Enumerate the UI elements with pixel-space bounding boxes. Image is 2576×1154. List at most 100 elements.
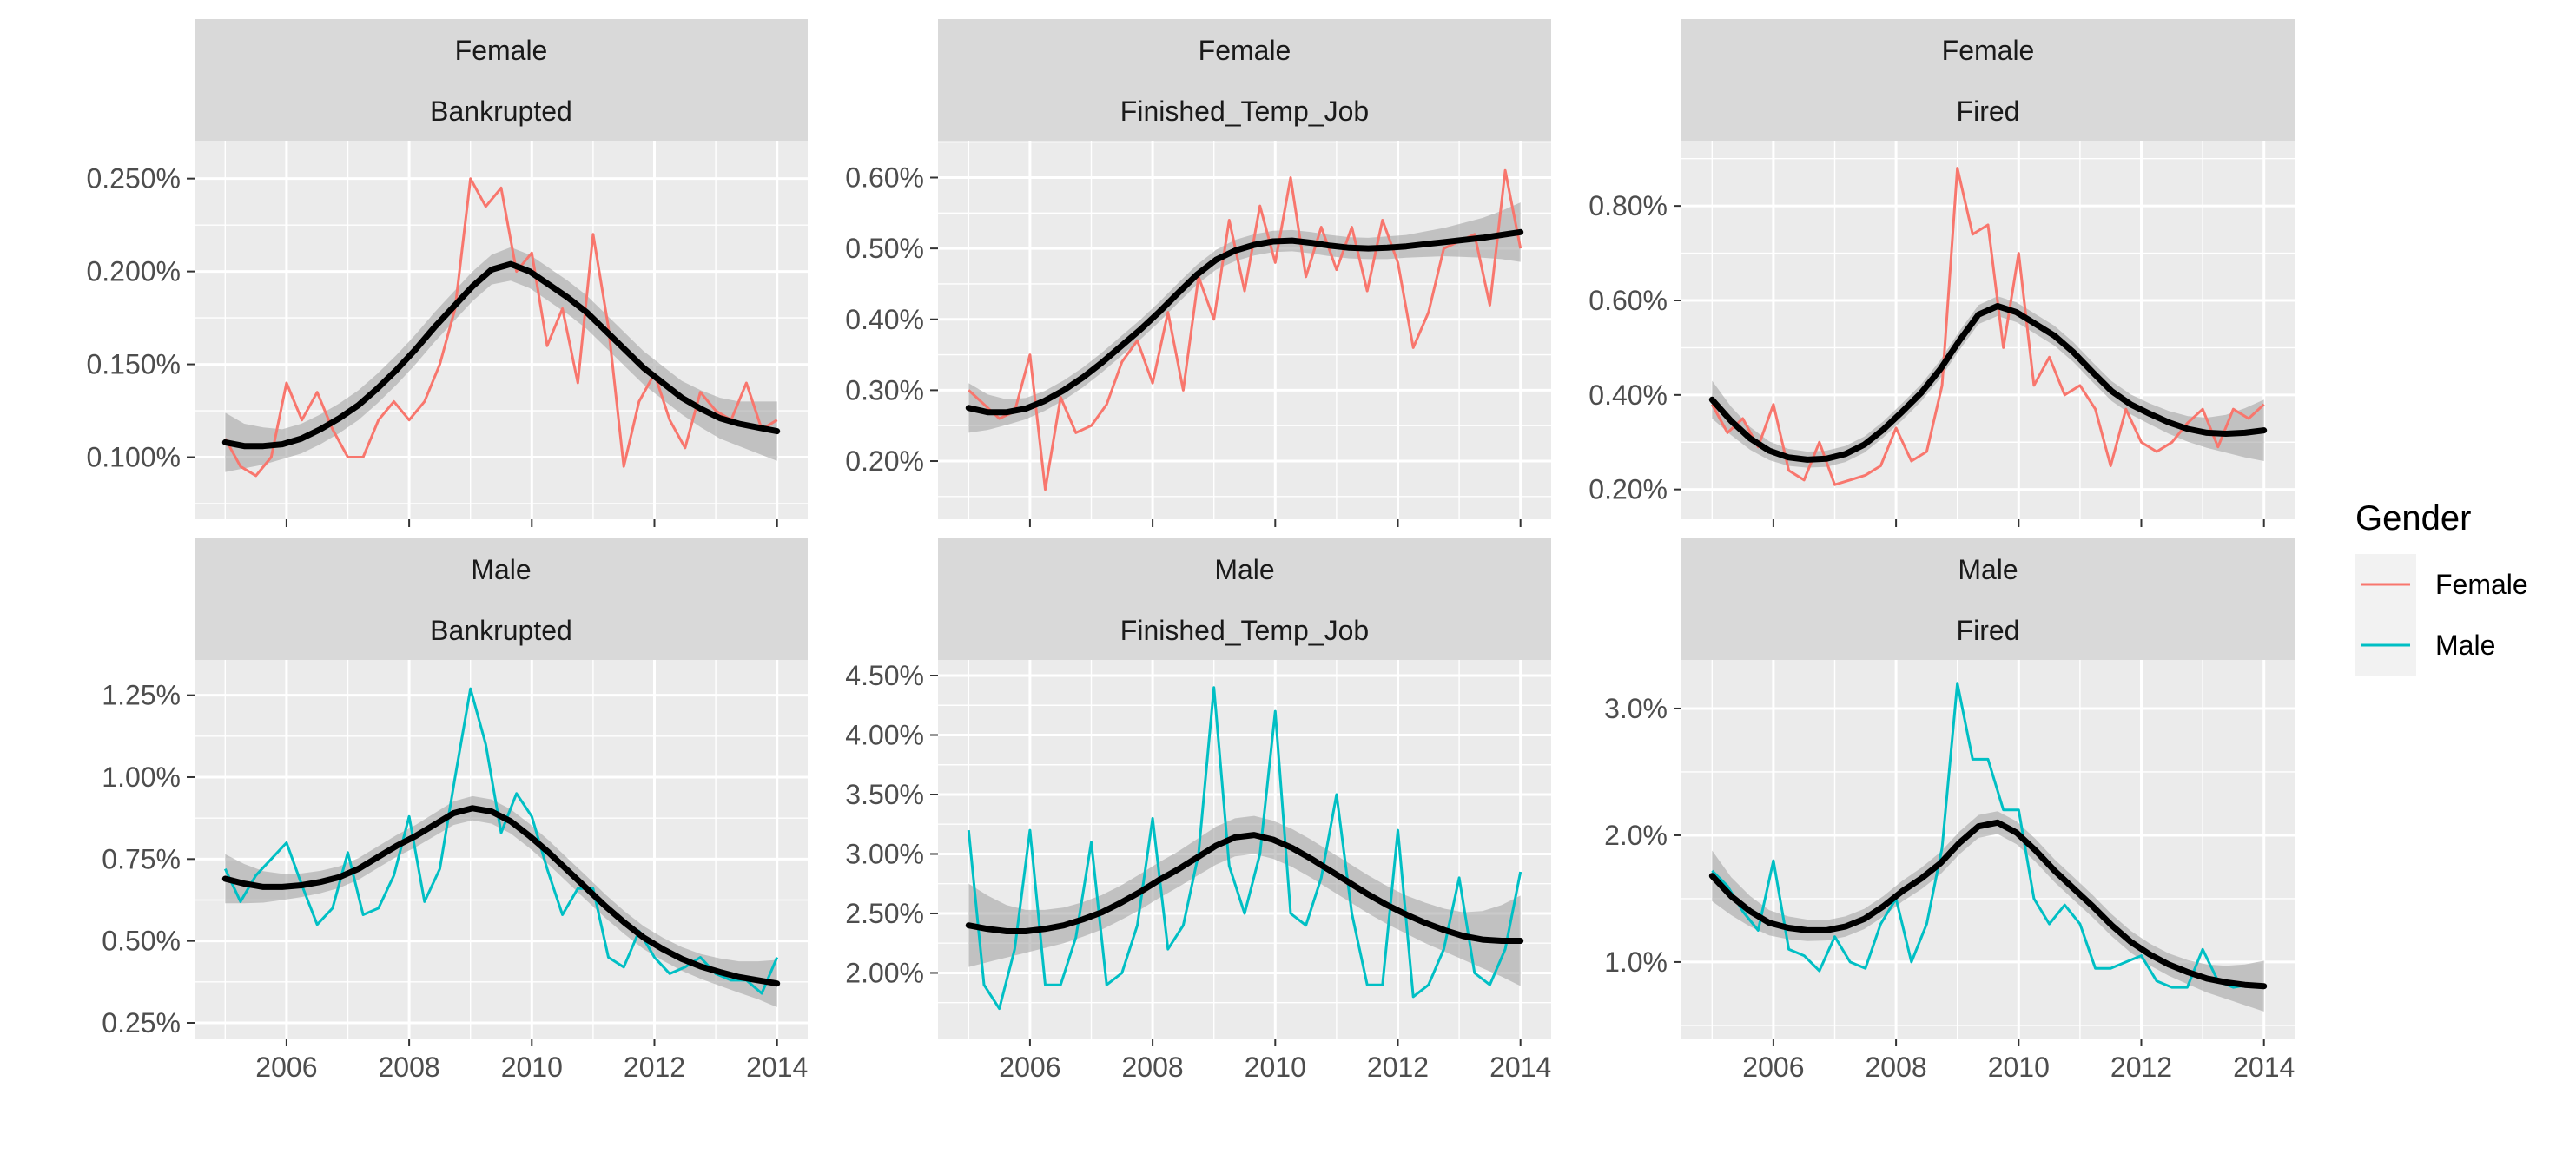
y-tick-label: 0.40% [1589,379,1668,411]
y-tick-label: 0.50% [845,233,924,264]
confidence-band [968,815,1521,986]
y-tick-label: 0.60% [1589,285,1668,316]
y-tick-label: 2.50% [845,898,924,929]
confidence-band [225,247,777,472]
panel-data [1708,682,2268,1012]
legend-label-male: Male [2435,630,2495,661]
facet-strip-col-label: Bankrupted [430,615,572,646]
facet-strip-row-label: Female [455,35,548,66]
series-line-female [968,168,1522,491]
confidence-band [225,795,777,1007]
y-tick-label: 0.150% [86,349,181,380]
panel-female-fired: Female Fired 0.20% 0.40% 0.60% 0.80% [1589,19,2295,527]
panel-data [965,168,1524,491]
y-tick-label: 0.250% [86,163,181,195]
smooth-line [221,805,781,987]
facet-strip-col [195,80,808,141]
x-tick-label: 2012 [624,1052,685,1083]
panel-data [221,687,781,1007]
facet-strip-col-label: Fired [1957,96,2020,127]
legend-title: Gender [2355,499,2471,537]
facet-strip-row [938,19,1551,80]
facet-strip-col [1681,80,2295,141]
smooth-line [965,228,1524,416]
x-tick-label: 2010 [1245,1052,1306,1083]
panel-data [965,686,1524,1011]
x-tick-label: 2008 [379,1052,440,1083]
y-tick-label: 3.0% [1604,693,1668,724]
x-tick-label: 2006 [999,1052,1060,1083]
legend: Gender Female Male [2355,499,2528,676]
confidence-band [1712,811,2264,1012]
x-tick-label: 2014 [1489,1052,1551,1083]
facet-strip-row-label: Female [1942,35,2035,66]
y-tick-label: 4.50% [845,660,924,691]
panel-male-finished-temp-job: Male Finished_Temp_Job 2.00% 2.50% 3.00% 3.50… [845,538,1551,1083]
y-tick-label: 0.80% [1589,190,1668,221]
x-tick-label: 2006 [255,1052,317,1083]
x-tick-label: 2014 [746,1052,808,1083]
facet-strip-row-label: Male [1958,554,2018,585]
series-line-male [1711,682,2264,989]
smooth-line [965,832,1524,944]
facet-strip-col-label: Finished_Temp_Job [1120,615,1369,646]
smooth-line [221,260,781,450]
panel-male-bankrupted: Male Bankrupted 0.25% 0.50% 0.75% 1.00% 1.25% 2… [102,538,808,1083]
y-tick-label: 0.20% [845,445,924,477]
y-tick-label: 0.75% [102,843,181,874]
y-tick-label: 0.200% [86,256,181,287]
y-tick-label: 3.50% [845,779,924,810]
x-tick-label: 2012 [1367,1052,1429,1083]
facet-strip-row [938,538,1551,599]
facet-strip-col-label: Fired [1957,615,2020,646]
x-tick-label: 2008 [1122,1052,1184,1083]
facet-strip-col-label: Bankrupted [430,96,572,127]
x-tick-label: 2008 [1866,1052,1927,1083]
y-tick-label: 0.30% [845,374,924,406]
panel-female-bankrupted: Female Bankrupted 0.100% 0.150% 0.200% 0.250% [86,19,808,527]
y-tick-label: 1.0% [1604,946,1668,978]
panel-female-finished-temp-job: Female Finished_Temp_Job 0.20% 0.30% 0.40% 0.… [845,19,1551,527]
y-tick-label: 0.100% [86,442,181,473]
x-tick-label: 2010 [501,1052,563,1083]
smooth-line [1708,819,2268,990]
series-line-male [223,687,779,995]
facet-strip-row [195,538,808,599]
y-tick-label: 4.00% [845,719,924,750]
x-tick-label: 2006 [1742,1052,1804,1083]
x-tick-label: 2012 [2110,1052,2172,1083]
facet-strip-col-label: Finished_Temp_Job [1120,96,1369,127]
panel-data [1708,167,2268,486]
y-tick-label: 0.60% [845,162,924,193]
facet-strip-row-label: Male [1214,554,1274,585]
y-tick-label: 1.25% [102,680,181,711]
facet-strip-col [938,80,1551,141]
x-tick-label: 2014 [2233,1052,2295,1083]
series-line-female [223,177,778,478]
panel-data [221,177,781,478]
facet-strip-row [1681,538,2295,599]
y-tick-label: 2.00% [845,957,924,988]
series-line-female [1710,167,2265,486]
facet-strip-row [195,19,808,80]
facet-strip-col [938,599,1551,660]
facet-strip-row-label: Female [1199,35,1291,66]
legend-label-female: Female [2435,569,2528,600]
x-tick-label: 2010 [1988,1052,2050,1083]
smooth-line [1708,303,2268,463]
facet-strip-col [195,599,808,660]
y-tick-label: 2.0% [1604,820,1668,851]
y-tick-label: 0.25% [102,1007,181,1039]
panel-male-fired: Male Fired 1.0% 2.0% 3.0% 2006 2008 2010 2012 201… [1604,538,2295,1083]
y-tick-label: 1.00% [102,762,181,793]
y-tick-label: 0.50% [102,926,181,957]
facet-strip-col [1681,599,2295,660]
facet-strip-row-label: Male [471,554,531,585]
y-tick-label: 3.00% [845,838,924,869]
series-line-male [967,686,1522,1011]
y-tick-label: 0.40% [845,304,924,335]
facet-strip-row [1681,19,2295,80]
y-tick-label: 0.20% [1589,474,1668,505]
